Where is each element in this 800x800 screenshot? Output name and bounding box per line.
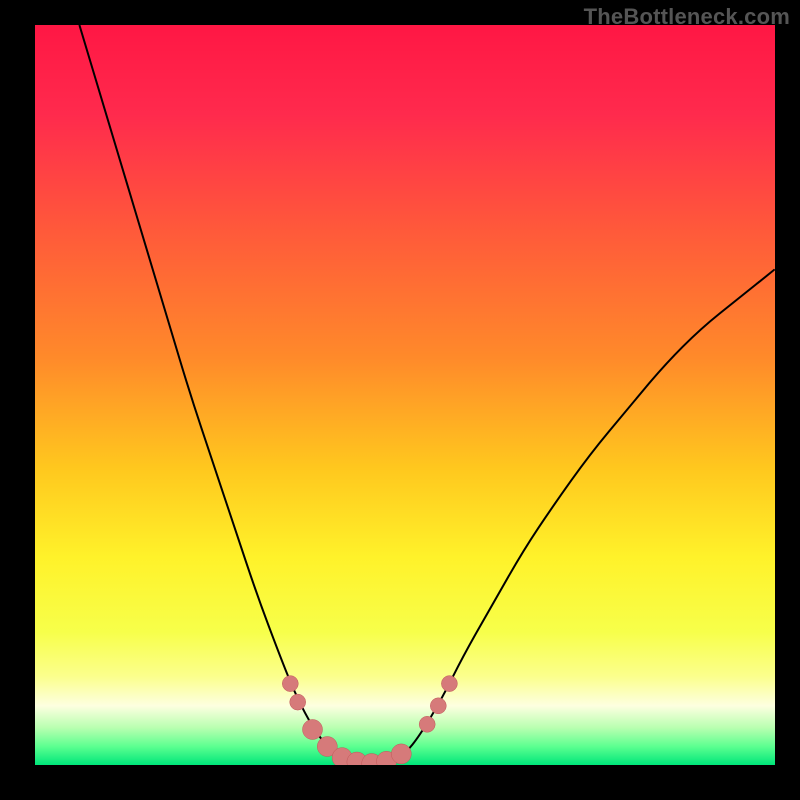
plot-area — [35, 25, 775, 765]
marker-point — [430, 698, 446, 714]
marker-point — [441, 676, 457, 692]
marker-point — [290, 694, 306, 710]
marker-point — [282, 676, 298, 692]
chart-frame: TheBottleneck.com — [0, 0, 800, 800]
chart-svg — [35, 25, 775, 765]
marker-point — [391, 744, 411, 764]
marker-point — [419, 716, 435, 732]
gradient-background — [35, 25, 775, 765]
marker-point — [303, 719, 323, 739]
watermark-text: TheBottleneck.com — [584, 4, 790, 30]
